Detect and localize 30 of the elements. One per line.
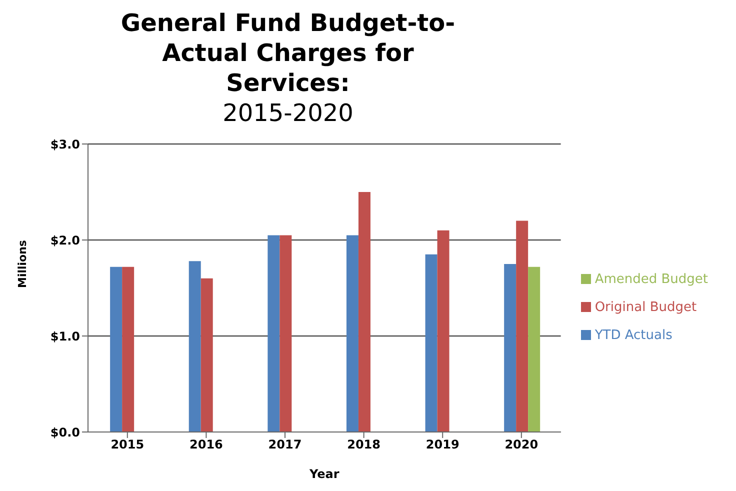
- legend-label: YTD Actuals: [594, 328, 672, 343]
- x-tick-label: 2017: [268, 438, 302, 452]
- bar: [200, 278, 213, 432]
- bar: [110, 266, 122, 432]
- x-tick-label: 2016: [190, 438, 223, 452]
- bar: [280, 235, 292, 432]
- bar: [425, 254, 438, 432]
- bar: [346, 235, 358, 432]
- x-tick-label: 2015: [110, 438, 144, 452]
- y-tick-label: $0.0: [50, 425, 80, 440]
- x-tick-label: 2018: [347, 438, 381, 452]
- y-axis-title: Millions: [16, 240, 29, 288]
- legend-label: Amended Budget: [594, 272, 708, 287]
- x-tick-label: 2020: [504, 438, 538, 452]
- bar: [528, 266, 540, 432]
- bar: [188, 261, 201, 432]
- x-axis-title: Year: [308, 467, 340, 481]
- chart-subtitle: 2015-2020: [222, 98, 354, 128]
- bar: [504, 264, 516, 432]
- x-tick-label: 2019: [426, 438, 460, 452]
- bar: [122, 266, 134, 432]
- chart-title: General Fund Budget-to-Actual Charges for Services:: [120, 8, 456, 98]
- legend-label: Original Budget: [594, 300, 697, 315]
- bar: [516, 220, 528, 432]
- bar: [358, 192, 370, 432]
- y-tick-label: $1.0: [50, 329, 80, 344]
- y-tick-label: $3.0: [50, 137, 80, 152]
- bar: [268, 235, 280, 432]
- y-tick-label: $2.0: [50, 233, 80, 248]
- bar: [437, 230, 450, 432]
